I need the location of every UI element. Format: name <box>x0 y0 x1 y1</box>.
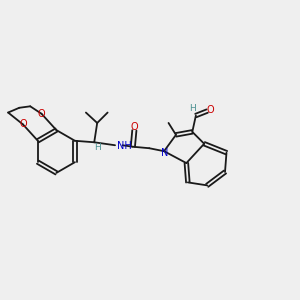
Text: O: O <box>130 122 138 132</box>
Text: O: O <box>207 105 214 115</box>
Text: H: H <box>94 143 101 152</box>
Text: H: H <box>190 104 196 113</box>
Text: O: O <box>38 109 45 119</box>
Text: O: O <box>19 119 27 129</box>
Text: NH: NH <box>116 141 131 152</box>
Text: N: N <box>161 148 168 158</box>
